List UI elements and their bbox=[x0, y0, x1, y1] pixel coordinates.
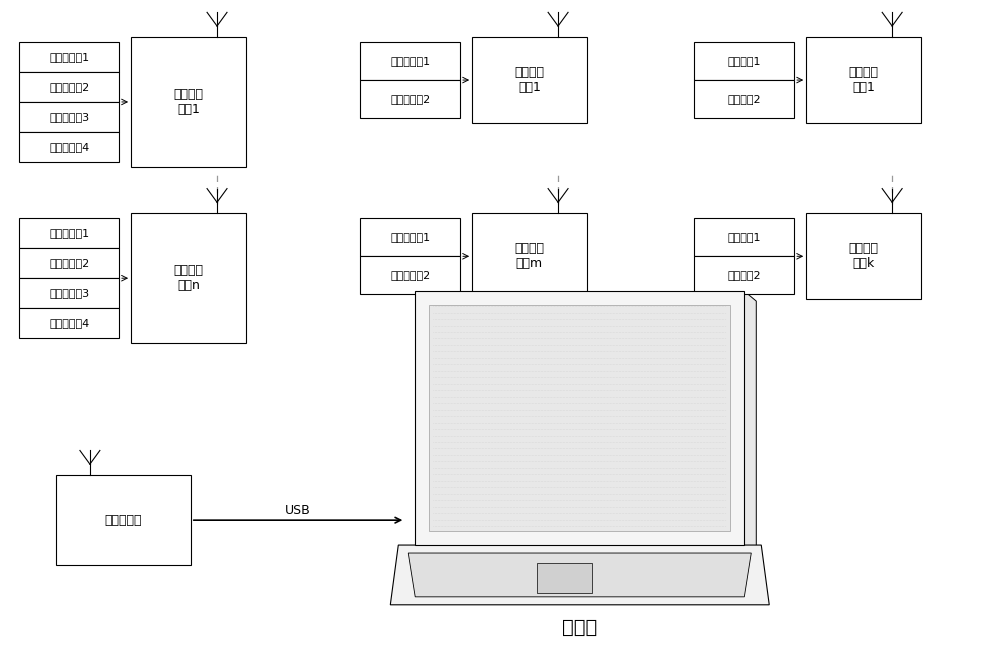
Polygon shape bbox=[744, 291, 756, 553]
Text: 应变采集
节点1: 应变采集 节点1 bbox=[173, 88, 203, 116]
Bar bbox=[694, 80, 794, 118]
Bar bbox=[19, 219, 119, 248]
Text: 应变传感器3: 应变传感器3 bbox=[49, 288, 89, 298]
Text: 位移传感器2: 位移传感器2 bbox=[390, 94, 430, 104]
Bar bbox=[19, 42, 119, 72]
Text: 力传感器1: 力传感器1 bbox=[728, 56, 761, 66]
Text: 位移传感器1: 位移传感器1 bbox=[390, 56, 430, 66]
Polygon shape bbox=[537, 563, 592, 593]
Bar bbox=[19, 132, 119, 161]
Bar bbox=[806, 214, 921, 299]
Text: 荷载采集
节点1: 荷载采集 节点1 bbox=[848, 66, 878, 94]
Polygon shape bbox=[408, 553, 751, 597]
Text: 协调器节点: 协调器节点 bbox=[105, 514, 142, 527]
Text: 应变采集
节点n: 应变采集 节点n bbox=[173, 264, 203, 292]
Bar bbox=[19, 72, 119, 102]
Bar bbox=[415, 291, 744, 545]
Text: 位移传感器1: 位移传感器1 bbox=[390, 232, 430, 242]
Bar bbox=[131, 37, 246, 167]
Bar bbox=[19, 102, 119, 132]
Bar bbox=[360, 80, 460, 118]
Bar bbox=[694, 42, 794, 80]
Text: USB: USB bbox=[285, 504, 311, 517]
Text: 计算机: 计算机 bbox=[562, 618, 597, 637]
Text: 应变传感器4: 应变传感器4 bbox=[49, 142, 89, 152]
Text: 力传感器2: 力传感器2 bbox=[728, 270, 761, 280]
Bar bbox=[19, 248, 119, 278]
Bar bbox=[360, 42, 460, 80]
Text: 应变传感器3: 应变传感器3 bbox=[49, 112, 89, 122]
Bar bbox=[694, 219, 794, 256]
Bar bbox=[131, 214, 246, 343]
Bar bbox=[694, 256, 794, 294]
Text: 位移采集
节点1: 位移采集 节点1 bbox=[514, 66, 544, 94]
Bar bbox=[19, 308, 119, 338]
Bar bbox=[429, 305, 730, 531]
Bar bbox=[360, 219, 460, 256]
Bar bbox=[19, 278, 119, 308]
Bar bbox=[806, 37, 921, 123]
Bar bbox=[472, 37, 587, 123]
Text: 应变传感器1: 应变传感器1 bbox=[49, 52, 89, 62]
Text: 应变传感器2: 应变传感器2 bbox=[49, 258, 89, 268]
Text: 位移传感器2: 位移传感器2 bbox=[390, 270, 430, 280]
Bar bbox=[360, 256, 460, 294]
Text: 应变传感器2: 应变传感器2 bbox=[49, 82, 89, 92]
Text: 荷载采集
节点k: 荷载采集 节点k bbox=[848, 242, 878, 270]
Text: 应变传感器4: 应变传感器4 bbox=[49, 318, 89, 328]
Polygon shape bbox=[415, 545, 756, 553]
Polygon shape bbox=[390, 545, 769, 605]
Text: 力传感器2: 力传感器2 bbox=[728, 94, 761, 104]
Bar bbox=[56, 475, 191, 565]
Bar bbox=[472, 214, 587, 299]
Text: 应变传感器1: 应变传感器1 bbox=[49, 229, 89, 238]
Text: 力传感器1: 力传感器1 bbox=[728, 232, 761, 242]
Text: 位移采集
节点m: 位移采集 节点m bbox=[514, 242, 544, 270]
